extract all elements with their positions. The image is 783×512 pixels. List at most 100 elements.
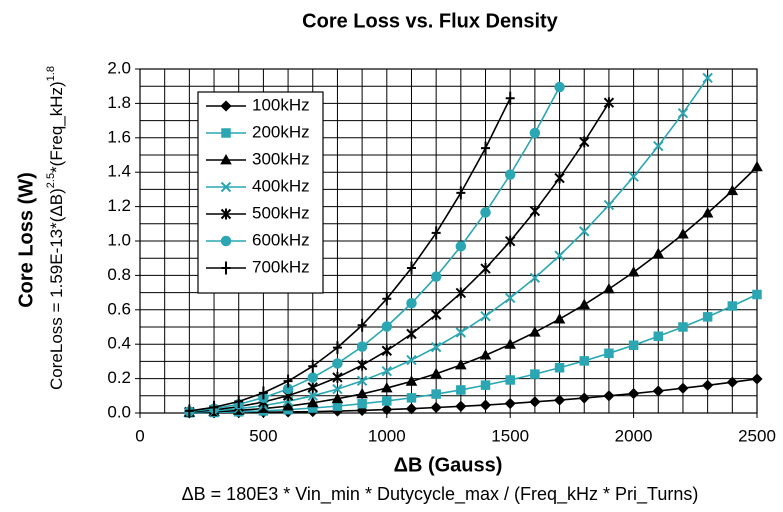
marker [382, 396, 392, 406]
legend-label: 200kHz [252, 122, 310, 141]
y-tick-label: 0.6 [107, 299, 131, 318]
marker [480, 263, 491, 275]
y-tick-label: 0.2 [107, 368, 131, 387]
marker [578, 392, 590, 404]
marker [381, 365, 393, 377]
y-tick-label: 1.0 [107, 230, 131, 249]
marker [455, 327, 467, 338]
y-tick-label: 0.8 [107, 265, 131, 284]
marker [479, 349, 492, 360]
marker [405, 375, 418, 386]
marker [604, 348, 614, 359]
marker [455, 287, 467, 299]
marker [406, 328, 417, 340]
x-tick-label: 500 [249, 426, 277, 445]
marker [727, 301, 738, 311]
marker [431, 226, 441, 240]
marker [529, 127, 541, 139]
marker [529, 272, 541, 284]
legend-marker [221, 261, 231, 275]
x-formula: ΔB = 180E3 * Vin_min * Dutycycle_max / (… [182, 484, 699, 505]
legend-marker [220, 208, 232, 220]
marker [307, 390, 318, 402]
legend-marker [220, 100, 232, 112]
y-tick-label: 1.2 [107, 196, 131, 215]
x-axis-label: ΔB (Gauss) [394, 454, 503, 476]
series-line [189, 102, 610, 413]
marker [406, 393, 417, 403]
marker [455, 241, 467, 252]
marker [702, 312, 713, 322]
marker [628, 388, 640, 400]
marker [677, 382, 689, 394]
series-line [189, 97, 511, 412]
marker [726, 376, 738, 388]
marker [430, 341, 442, 353]
marker [479, 399, 492, 411]
x-tick-label: 2000 [615, 426, 653, 445]
series-line [189, 77, 709, 414]
y-formula-part: 1.8 [45, 66, 57, 81]
legend-marker [220, 181, 232, 193]
legend-marker [220, 153, 232, 165]
marker [529, 205, 541, 217]
marker [554, 363, 565, 373]
marker [332, 371, 343, 383]
marker [579, 356, 589, 366]
marker [332, 341, 342, 355]
marker [554, 81, 565, 93]
marker [578, 298, 591, 309]
y-formula-part: 2.5 [45, 173, 57, 188]
marker [752, 289, 762, 300]
y-tick-label: 2.0 [107, 58, 131, 77]
marker [456, 186, 466, 200]
y-tick-label: 1.6 [107, 127, 131, 146]
series-line [189, 293, 758, 414]
marker [356, 375, 368, 387]
marker [504, 292, 516, 304]
legend-label: 300kHz [252, 149, 310, 168]
marker [529, 396, 541, 408]
marker [554, 250, 565, 261]
marker [652, 385, 664, 397]
marker [677, 107, 689, 119]
y-formula-part: CoreLoss = 1.59E-13*(ΔB) [47, 188, 66, 390]
marker [406, 354, 417, 366]
y-tick-label: 1.8 [107, 93, 131, 112]
marker [184, 404, 194, 418]
legend-marker [220, 235, 232, 247]
marker [234, 394, 244, 408]
marker [701, 207, 714, 218]
x-tick-label: 1500 [491, 426, 529, 445]
y-formula-part: *(Freq_kHz) [47, 81, 66, 173]
marker [406, 261, 416, 275]
marker [307, 372, 319, 383]
marker [530, 369, 540, 379]
y-formula: CoreLoss = 1.59E-13*(ΔB)2.5*(Freq_kHz)1.… [45, 66, 67, 390]
marker [653, 331, 664, 342]
marker [306, 396, 319, 408]
marker [356, 341, 368, 352]
legend-label: 600kHz [252, 230, 310, 249]
marker [430, 271, 442, 282]
marker [406, 298, 417, 309]
marker [209, 400, 219, 414]
marker [258, 386, 268, 400]
marker [480, 207, 491, 218]
marker [381, 403, 393, 416]
y-axis-label: Core Loss (W) [15, 172, 37, 308]
marker [356, 359, 368, 371]
chart-title: Core Loss vs. Flux Density [302, 10, 559, 32]
marker [677, 228, 689, 239]
marker [726, 184, 739, 196]
marker [480, 380, 491, 390]
marker [357, 318, 367, 332]
marker [405, 403, 418, 415]
marker [282, 400, 294, 411]
marker [653, 140, 664, 152]
marker [381, 321, 393, 332]
marker [505, 91, 515, 105]
marker [430, 401, 442, 414]
marker [603, 390, 615, 402]
marker [456, 385, 466, 395]
